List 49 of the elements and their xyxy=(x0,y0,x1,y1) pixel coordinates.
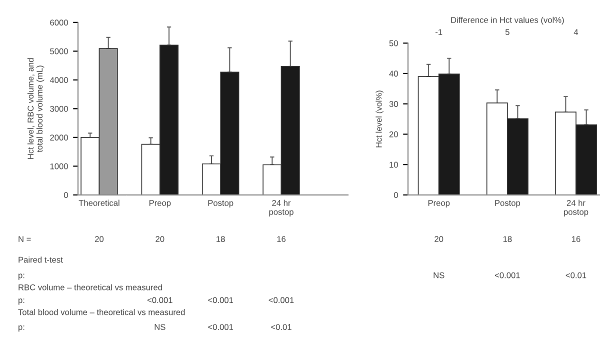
y-tick-label: 2000 xyxy=(50,134,68,141)
text: <0.001 xyxy=(208,324,234,330)
text: 20 xyxy=(434,236,444,242)
y-tick-label: 50 xyxy=(389,40,398,46)
text: 16 xyxy=(277,236,286,242)
text: NS xyxy=(154,324,166,330)
y-tick-label: 40 xyxy=(389,70,398,77)
text: p: xyxy=(18,298,24,305)
x-tick-label: 24 hr postop xyxy=(269,200,294,217)
text: <0.001 xyxy=(494,272,520,278)
y-tick-label: 30 xyxy=(389,101,398,107)
text: -1 xyxy=(436,29,442,35)
y-tick-label: 0 xyxy=(64,192,68,198)
text: 4 xyxy=(574,29,578,35)
text: 20 xyxy=(156,236,164,242)
text: p: xyxy=(18,274,24,280)
y-tick-label: 6000 xyxy=(50,20,68,26)
text: 18 xyxy=(216,236,225,242)
text: <0.001 xyxy=(268,297,294,304)
y-tick-label: 1000 xyxy=(50,163,68,170)
x-tick-label: Preop xyxy=(149,200,171,208)
y-tick-label: 5000 xyxy=(50,48,68,54)
text: NS xyxy=(434,272,444,278)
y-tick-label: 4000 xyxy=(50,77,68,84)
text: p: xyxy=(18,325,24,332)
x-tick-label: Postop xyxy=(208,200,234,208)
text: 16 xyxy=(572,236,580,242)
y-axis-title: Hct level (vol%) xyxy=(376,90,384,148)
text: <0.001 xyxy=(208,297,234,304)
text: N = xyxy=(18,236,31,242)
y-tick-label: 3000 xyxy=(50,106,68,112)
x-tick-label: Theoretical xyxy=(78,200,120,206)
text: Paired t-test xyxy=(18,256,63,263)
text: Total blood volume – theoretical vs measured xyxy=(18,309,185,316)
text: RBC volume – theoretical vs measured xyxy=(18,284,162,290)
y-tick-label: 0 xyxy=(394,192,398,198)
y-tick-label: 10 xyxy=(390,162,398,168)
text: <0.001 xyxy=(147,297,172,304)
text: 20 xyxy=(95,236,104,242)
text: <0.01 xyxy=(271,324,292,330)
text: 5 xyxy=(505,29,510,36)
text: <0.01 xyxy=(566,272,586,278)
x-tick-label: Postop xyxy=(495,200,520,208)
y-axis-title: Hct level, RBC volume, and total blood volume (mL) xyxy=(27,58,44,159)
x-tick-label: 24 hr postop xyxy=(564,200,588,217)
text: Difference in Hct values (vol%) xyxy=(451,16,564,25)
x-tick-label: Preop xyxy=(428,200,450,208)
y-tick-label: 20 xyxy=(389,131,398,138)
text: 18 xyxy=(503,236,512,242)
